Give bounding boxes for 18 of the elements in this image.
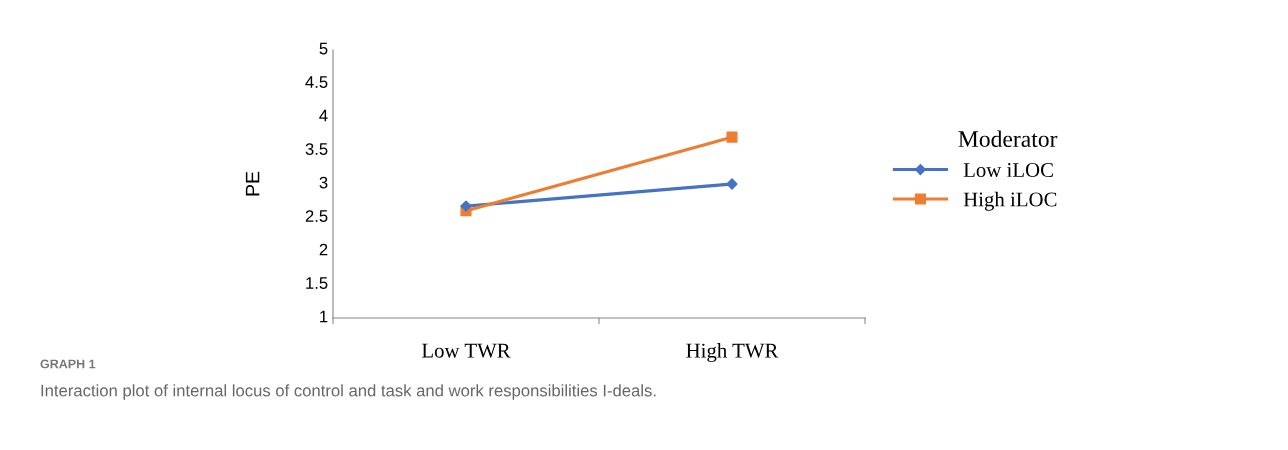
x-tick-label: High TWR [686,343,779,362]
y-tick-label: 5 [319,42,328,55]
caption: GRAPH 1 [40,359,96,369]
y-tick-label: 4.5 [305,76,328,88]
y-tick-label: 2.5 [305,210,328,222]
x-tick-label: Low TWR [421,343,511,358]
legend-title: Moderator [958,130,1058,148]
legend-label: High iLOC [963,191,1057,211]
y-tick-label: 2 [319,243,328,256]
y-tick-label: 1 [320,310,328,323]
y-tick-label: 4 [319,109,328,122]
y-axis-title: PE [245,171,260,196]
text: Interaction plot of internal locus of control and task and work responsibilities I-deals. [41,384,656,400]
y-tick-label: 1.5 [306,277,328,289]
legend-label: Low iLOC [963,163,1053,178]
y-tick-label: 3.5 [305,143,328,155]
point [726,131,738,143]
y-tick-label: 3 [319,176,328,189]
